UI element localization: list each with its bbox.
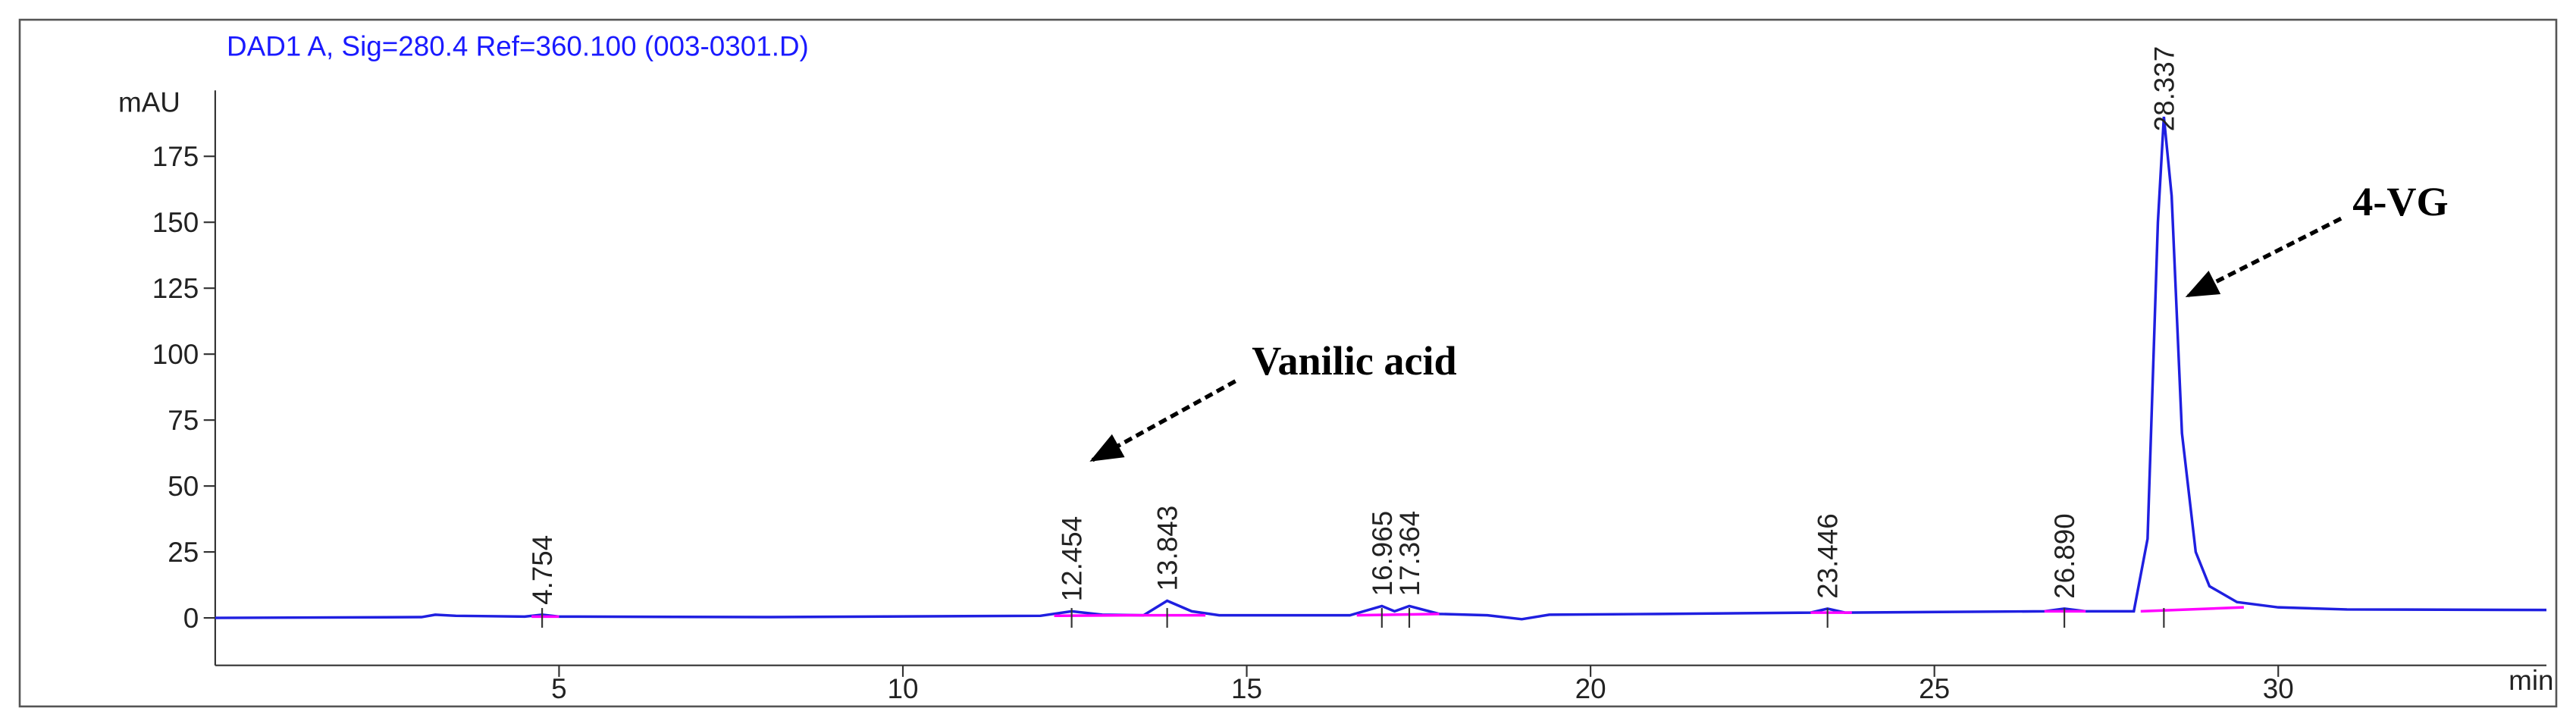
y-tick-label: 125 xyxy=(152,273,199,304)
peak-label: 17.364 xyxy=(1394,511,1425,597)
y-axis-label: mAU xyxy=(118,86,180,118)
x-tick-label: 10 xyxy=(888,673,919,704)
y-tick-label: 100 xyxy=(152,339,199,370)
x-tick-label: 30 xyxy=(2263,673,2294,704)
x-tick-label: 20 xyxy=(1575,673,1606,704)
x-tick-label: 25 xyxy=(1919,673,1950,704)
chart-title: DAD1 A, Sig=280.4 Ref=360.100 (003-0301.… xyxy=(227,31,809,62)
x-tick-label: 5 xyxy=(551,673,566,704)
trace xyxy=(531,606,2244,619)
y-tick-label: 50 xyxy=(168,471,199,502)
annotation: 4-VG xyxy=(2352,179,2448,224)
y-tick-label: 150 xyxy=(152,207,199,238)
trace xyxy=(215,116,2546,621)
y-tick-label: 175 xyxy=(152,141,199,172)
peak-label: 12.454 xyxy=(1057,516,1088,602)
annotation-arrow xyxy=(1089,379,1236,462)
x-tick-label: 15 xyxy=(1231,673,1262,704)
peak-label: 28.337 xyxy=(2148,46,2180,132)
y-tick-label: 75 xyxy=(168,405,199,436)
x-axis-label: min xyxy=(2509,665,2553,696)
peak-label: 16.965 xyxy=(1367,511,1398,597)
peak-label: 26.890 xyxy=(2049,513,2080,599)
y-tick-label: 25 xyxy=(168,537,199,568)
frame xyxy=(18,18,2558,708)
peak-label: 13.843 xyxy=(1152,506,1183,591)
annotation: Vanilic acid xyxy=(1252,338,1456,384)
y-tick-label: 0 xyxy=(183,603,199,634)
peak-label: 4.754 xyxy=(527,535,558,605)
annotation-arrow xyxy=(2185,216,2343,298)
peak-label: 23.446 xyxy=(1813,513,1844,599)
